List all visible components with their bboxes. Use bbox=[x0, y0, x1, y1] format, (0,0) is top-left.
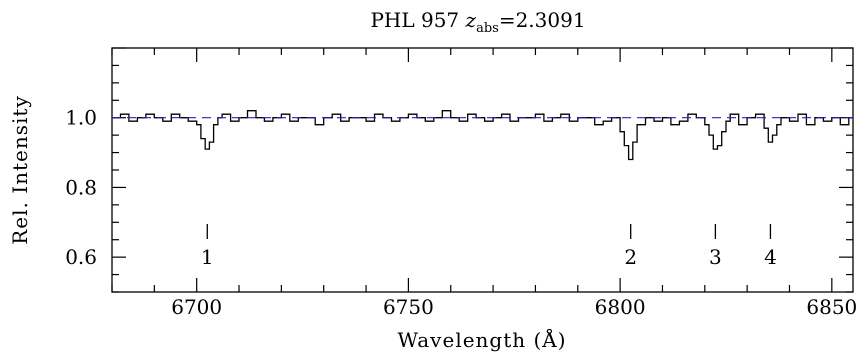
line-id-label: 1 bbox=[201, 245, 214, 269]
spectrum-line bbox=[112, 110, 853, 161]
line-identifications: 1 2 3 4 bbox=[201, 224, 777, 269]
line-id-label: 2 bbox=[624, 245, 637, 269]
line-id-label: 4 bbox=[764, 245, 777, 269]
y-tick-label: 0.8 bbox=[65, 175, 97, 199]
y-tick-labels: 0.6 0.8 1.0 bbox=[65, 106, 97, 269]
x-tick-labels: 6700 6750 6800 6850 bbox=[171, 295, 857, 319]
y-tick-label: 1.0 bbox=[65, 106, 97, 130]
series-group bbox=[112, 110, 853, 161]
x-tick-label: 6800 bbox=[595, 295, 646, 319]
x-tick-label: 6850 bbox=[806, 295, 857, 319]
y-tick-label: 0.6 bbox=[65, 245, 97, 269]
x-tick-label: 6750 bbox=[383, 295, 434, 319]
x-tick-label: 6700 bbox=[171, 295, 222, 319]
x-axis-label: Wavelength (Å) bbox=[397, 327, 566, 352]
axis-ticks bbox=[111, 47, 853, 293]
y-axis-label: Rel. Intensity bbox=[8, 95, 32, 245]
plot-frame bbox=[111, 47, 854, 293]
chart-title: PHL 957 zabs=2.3091 bbox=[370, 8, 585, 36]
line-id-label: 3 bbox=[709, 245, 722, 269]
